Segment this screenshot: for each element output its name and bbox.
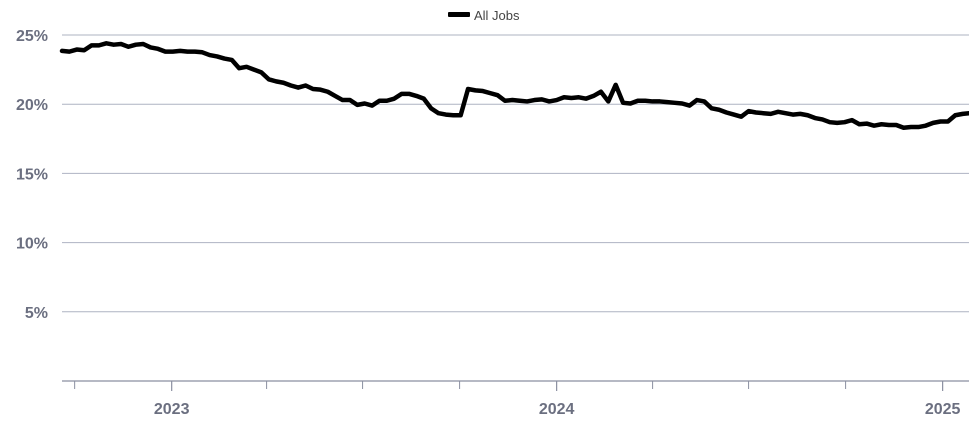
- x-tick-label: 2025: [925, 401, 961, 418]
- x-tick-label: 2023: [154, 401, 190, 418]
- y-tick-label: 5%: [25, 305, 48, 322]
- y-tick-label: 25%: [16, 28, 48, 45]
- legend-swatch-all-jobs: [448, 12, 470, 17]
- y-axis-labels: 5% 10% 15% 20% 25%: [16, 28, 48, 322]
- x-axis-labels: 2023 2024 2025: [154, 401, 961, 418]
- legend[interactable]: All Jobs: [448, 8, 520, 23]
- series-lines: [59, 41, 969, 130]
- y-tick-label: 15%: [16, 166, 48, 183]
- gridlines: [62, 34, 969, 313]
- series-line-all-jobs[interactable]: [59, 41, 969, 130]
- legend-label-all-jobs: All Jobs: [474, 8, 520, 23]
- y-tick-label: 10%: [16, 236, 48, 253]
- x-tick-label: 2024: [539, 401, 575, 418]
- x-axis: [62, 380, 969, 391]
- y-tick-label: 20%: [16, 97, 48, 114]
